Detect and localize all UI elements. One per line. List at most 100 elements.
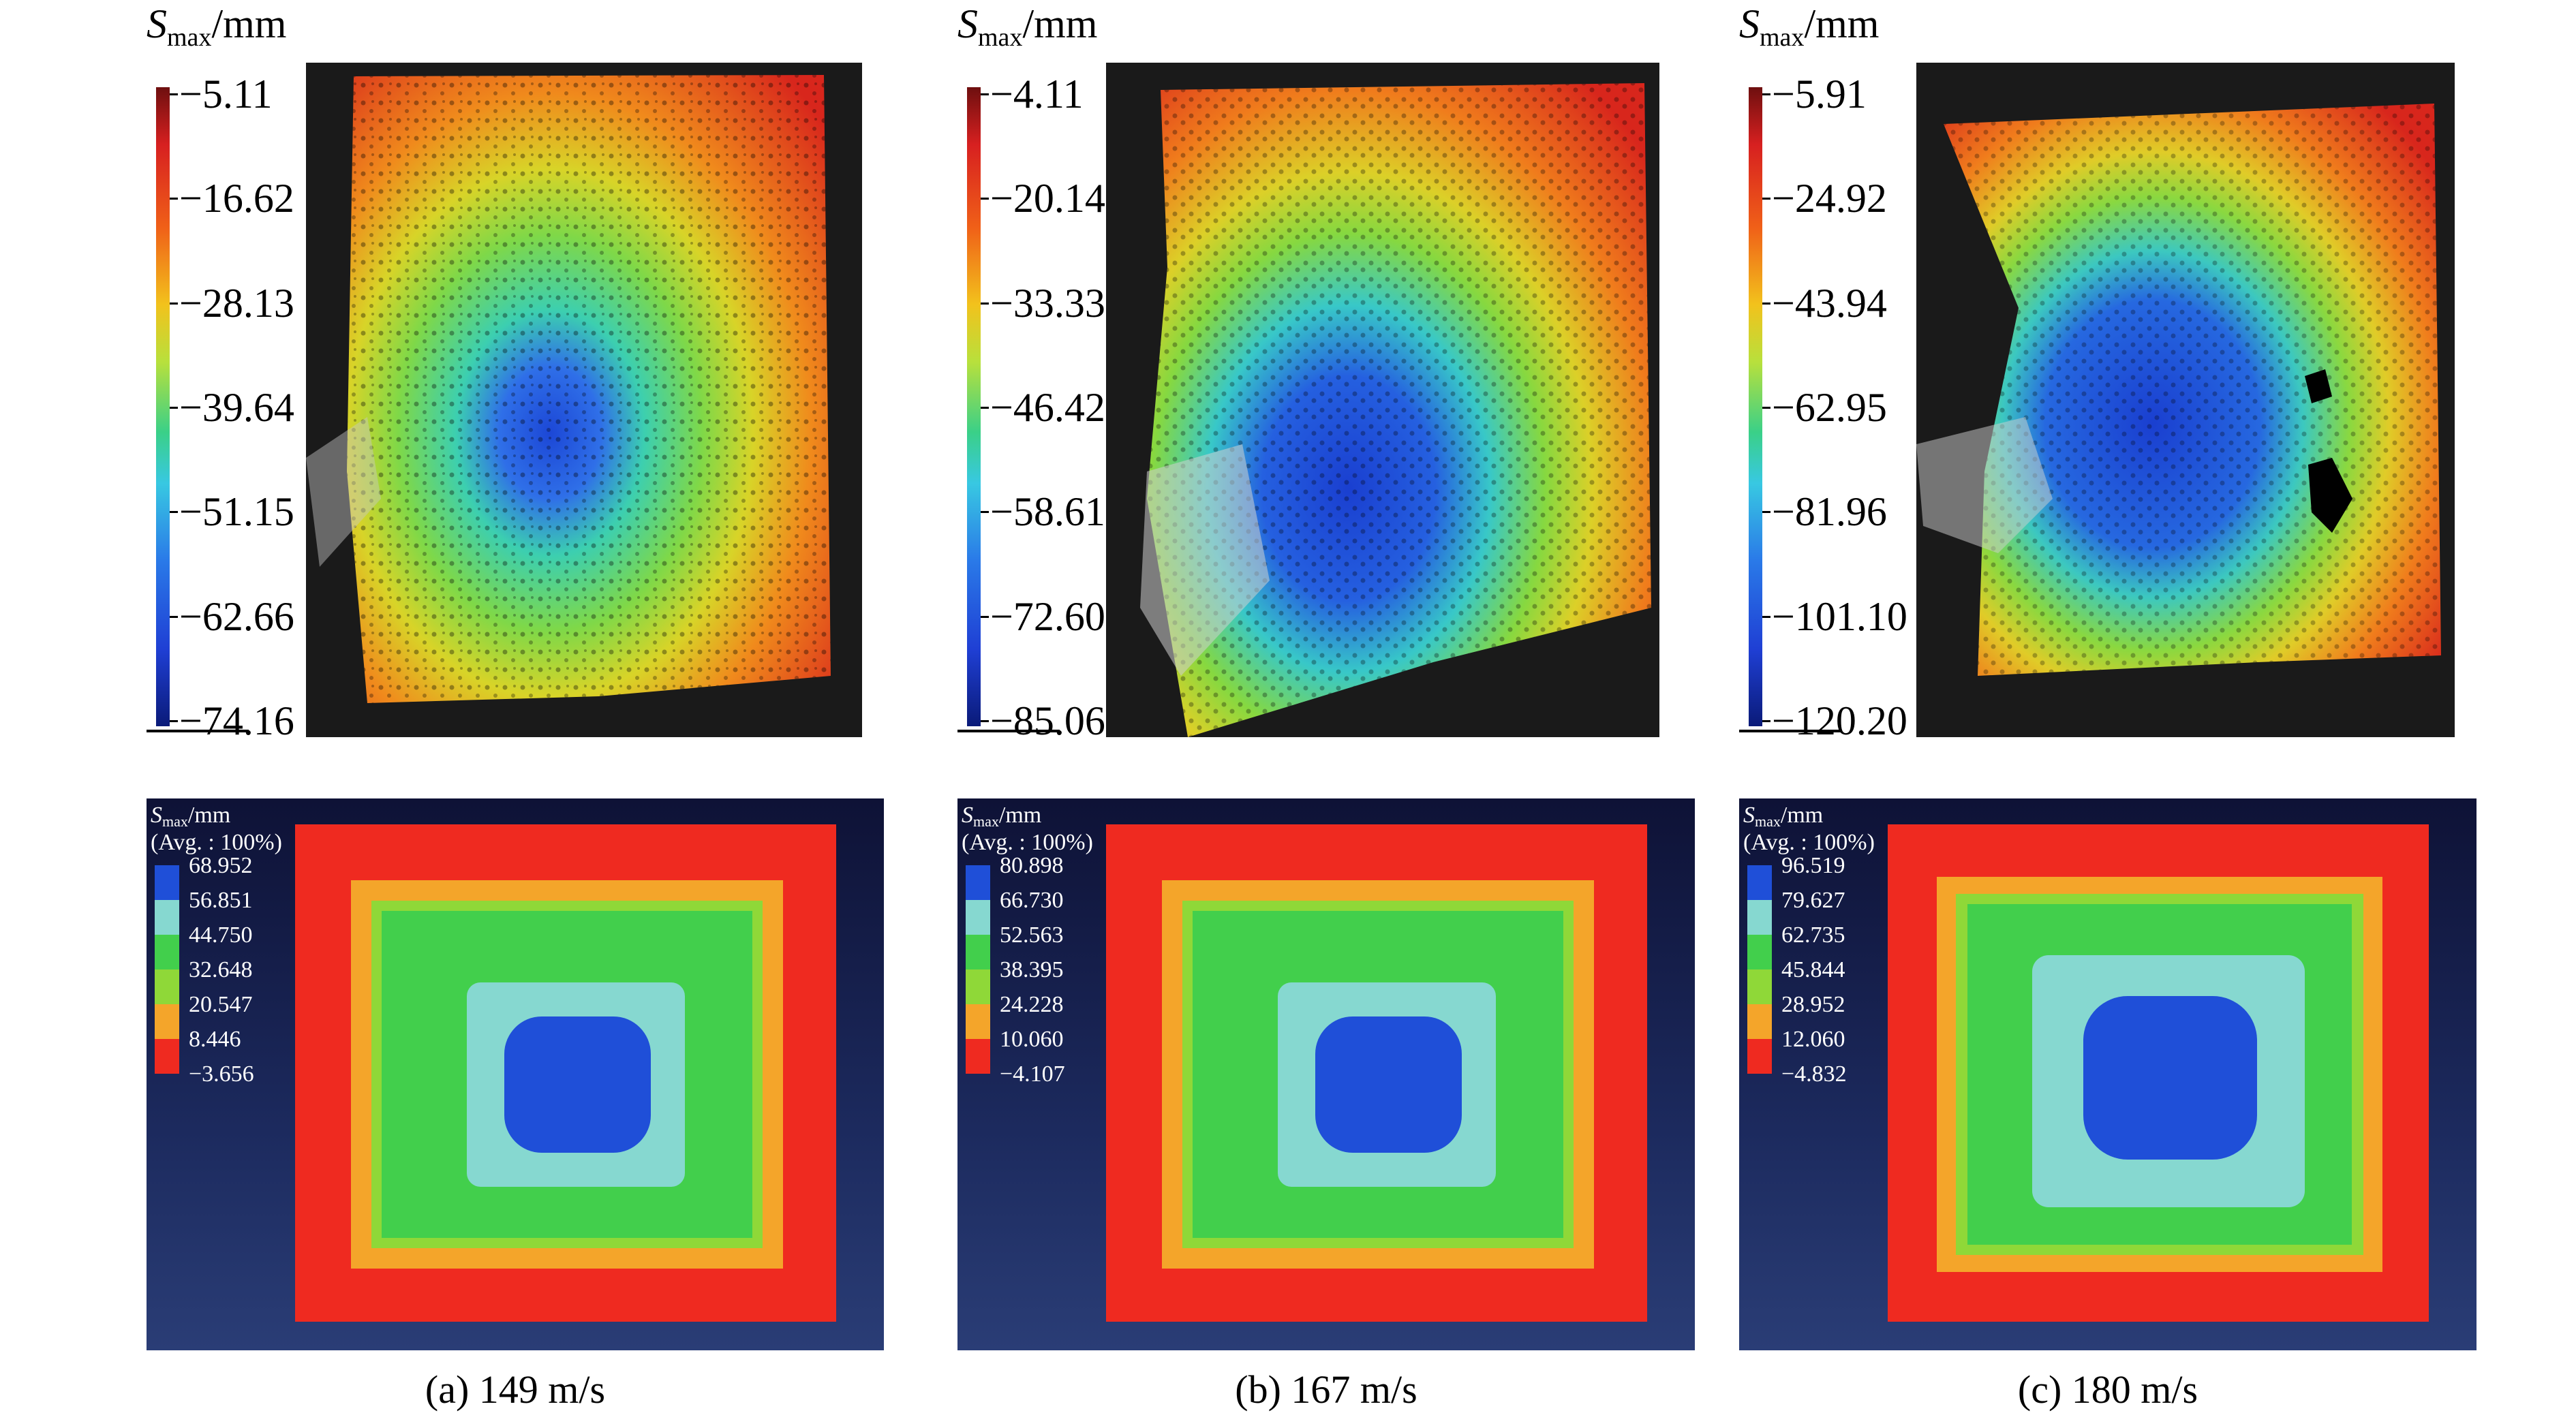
legend-swatch [1747,1039,1772,1074]
sim-legend: 80.898 66.730 52.563 38.395 24.228 10.06… [966,854,1065,1087]
legend-swatch [155,969,179,1004]
legend-row: 10.060 [966,1027,1065,1074]
exp-colorbar [967,87,981,726]
exp-tick-label: −39.64 [170,387,294,428]
exp-colorbar-ticks: −5.91 −24.92 −43.94 −62.95 −81.96 −101.1… [1762,74,1907,741]
legend-row: 52.563 [966,923,1065,969]
sim-title: Smax/mm [151,803,231,830]
exp-tick-label: −101.10 [1762,596,1907,637]
legend-swatch [155,865,179,900]
legend-row: 79.627 [1747,888,1847,935]
panel-a: Smax/mm −5.11 −16.62 −28.13 −39.64 −51.1… [147,0,957,1413]
sim-contour-plot: Smax/mm (Avg. : 100%) 68.952 56.851 44.7… [147,798,884,1350]
colorbar-baseline [1739,730,1841,732]
sim-avg-label: (Avg. : 100%) [962,830,1093,855]
legend-swatch [1747,900,1772,935]
legend-row: 38.395 [966,958,1065,1004]
legend-swatch [155,1004,179,1039]
panel-caption: (a) 149 m/s [425,1367,606,1412]
panel-caption: (b) 167 m/s [1235,1367,1417,1412]
exp-title: Smax/mm [1739,1,1880,52]
legend-value: 56.851 [189,887,253,913]
exp-tick-label: −74.16 [170,700,294,741]
legend-row: 80.898 [966,854,1065,900]
exp-title: Smax/mm [147,1,287,52]
legend-value: 20.547 [189,991,253,1017]
legend-value: 8.446 [189,1026,241,1052]
legend-row: 66.730 [966,888,1065,935]
legend-row: 32.648 [155,958,254,1004]
legend-swatch [1747,1004,1772,1039]
legend-value: 79.627 [1781,887,1845,913]
exp-tick-label: −16.62 [170,178,294,219]
exp-tick-label: −46.42 [981,387,1105,428]
colorbar-baseline [957,730,1060,732]
legend-row: 45.844 [1747,958,1847,1004]
legend-value: −3.656 [189,1061,254,1087]
dic-contour-photo [1916,63,2455,737]
legend-row: 24.228 [966,993,1065,1039]
exp-colorbar [156,87,170,726]
panel-caption: (c) 180 m/s [2017,1367,2198,1412]
legend-row: 96.519 [1747,854,1847,900]
legend-value: −4.107 [1000,1061,1065,1087]
legend-value: 62.735 [1781,922,1845,948]
legend-swatch [966,865,990,900]
exp-tick-label: −43.94 [1762,283,1887,324]
legend-value: 68.952 [189,852,253,878]
exp-tick-label: −85.06 [981,700,1105,741]
legend-row: 12.060 [1747,1027,1847,1074]
legend-row: 44.750 [155,923,254,969]
legend-row: 62.735 [1747,923,1847,969]
dic-contour-photo [1106,63,1659,737]
legend-swatch [966,935,990,969]
legend-value: 44.750 [189,922,253,948]
colorbar-baseline [147,730,249,732]
legend-value: 12.060 [1781,1026,1845,1052]
legend-row: 56.851 [155,888,254,935]
legend-swatch [966,1004,990,1039]
sim-legend: 96.519 79.627 62.735 45.844 28.952 12.06… [1747,854,1847,1087]
exp-tick-label: −62.95 [1762,387,1887,428]
exp-tick-label: −51.15 [170,491,294,532]
legend-swatch [1747,865,1772,900]
legend-swatch [966,1039,990,1074]
legend-value: 52.563 [1000,922,1064,948]
legend-row: 20.547 [155,993,254,1039]
exp-colorbar-ticks: −4.11 −20.14 −33.33 −46.42 −58.61 −72.60… [981,74,1105,741]
legend-value: 38.395 [1000,957,1064,982]
exp-colorbar-ticks: −5.11 −16.62 −28.13 −39.64 −51.15 −62.66… [170,74,294,741]
legend-value: 28.952 [1781,991,1845,1017]
exp-colorbar [1749,87,1762,726]
legend-swatch [1747,935,1772,969]
legend-swatch [155,900,179,935]
sim-contour-plot: Smax/mm (Avg. : 100%) 80.898 66.730 52.5… [957,798,1695,1350]
exp-tick-label: −81.96 [1762,491,1887,532]
panel-c: Smax/mm −5.91 −24.92 −43.94 −62.95 −81.9… [1739,0,2550,1413]
legend-swatch [1747,969,1772,1004]
legend-swatch [966,969,990,1004]
sim-title: Smax/mm [1743,803,1824,830]
exp-tick-label: −72.60 [981,596,1105,637]
legend-swatch [155,1039,179,1074]
exp-tick-label: −58.61 [981,491,1105,532]
legend-value: 96.519 [1781,852,1845,878]
exp-title: Smax/mm [957,1,1098,52]
legend-swatch [155,935,179,969]
legend-value: 10.060 [1000,1026,1064,1052]
exp-tick-label: −62.66 [170,596,294,637]
legend-value: 24.228 [1000,991,1064,1017]
sim-avg-label: (Avg. : 100%) [151,830,282,855]
legend-row: 28.952 [1747,993,1847,1039]
legend-value: 80.898 [1000,852,1064,878]
legend-value: 45.844 [1781,957,1845,982]
dic-contour-photo [306,63,862,737]
legend-row: 68.952 [155,854,254,900]
legend-value: −4.832 [1781,1061,1847,1087]
legend-value: 66.730 [1000,887,1064,913]
exp-tick-label: −5.11 [170,74,292,114]
exp-tick-label: −120.20 [1762,700,1907,741]
legend-row: 8.446 [155,1027,254,1074]
exp-tick-label: −33.33 [981,283,1105,324]
exp-tick-label: −5.91 [1762,74,1885,114]
